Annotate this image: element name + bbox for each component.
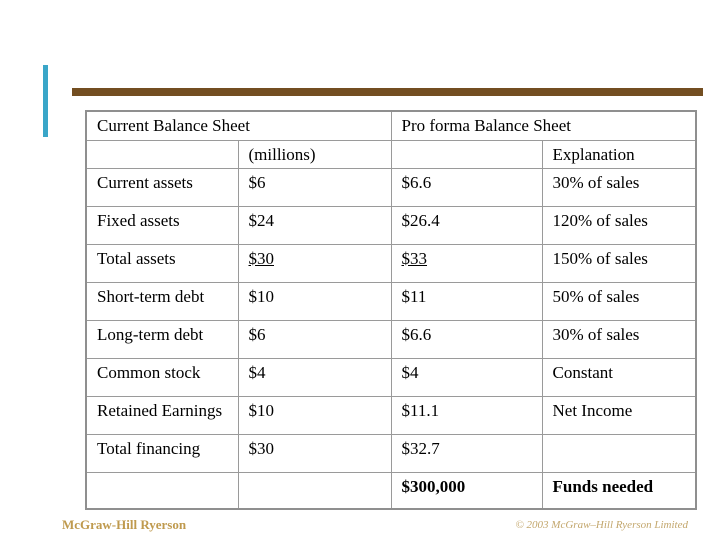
table-row-current-assets: Current assets $6 $6.6 30% of sales	[85, 167, 697, 207]
cell-explanation: 50% of sales	[541, 281, 697, 321]
cell-proforma-value: $32.7	[390, 433, 543, 473]
cell-current-value: $30	[237, 433, 392, 473]
cell-label: Current assets	[85, 167, 239, 207]
table-row-total-assets: Total assets $30 $33 150% of sales	[85, 243, 697, 283]
cell-label	[85, 471, 239, 510]
cell-explanation: Net Income	[541, 395, 697, 435]
cell-current-value: $4	[237, 357, 392, 397]
cell-label: Retained Earnings	[85, 395, 239, 435]
cell-proforma-value: $11	[390, 281, 543, 321]
table-row-funds-needed: $300,000 Funds needed	[85, 471, 697, 510]
table-row-common-stock: Common stock $4 $4 Constant	[85, 357, 697, 397]
cell-explanation: 120% of sales	[541, 205, 697, 245]
cell-current-value: $6	[237, 319, 392, 359]
cell-explanation: Funds needed	[541, 471, 697, 510]
cell-explanation: 30% of sales	[541, 167, 697, 207]
cell-label: Fixed assets	[85, 205, 239, 245]
table-row-retained-earnings: Retained Earnings $10 $11.1 Net Income	[85, 395, 697, 435]
cell-explanation: 30% of sales	[541, 319, 697, 359]
cell-current-value: $10	[237, 281, 392, 321]
footer-copyright: © 2003 McGraw–Hill Ryerson Limited	[515, 519, 688, 531]
cell-proforma-value: $300,000	[390, 471, 543, 510]
cell-current-value	[237, 471, 392, 510]
cell-proforma-value: $6.6	[390, 167, 543, 207]
table-row-short-term-debt: Short-term debt $10 $11 50% of sales	[85, 281, 697, 321]
cell-proforma-value: $6.6	[390, 319, 543, 359]
cell-proforma-value: $26.4	[390, 205, 543, 245]
cell-label: Total assets	[85, 243, 239, 283]
footer-brand: McGraw-Hill Ryerson	[62, 517, 187, 532]
table-row-fixed-assets: Fixed assets $24 $26.4 120% of sales	[85, 205, 697, 245]
cell-proforma-value: $4	[390, 357, 543, 397]
accent-horizontal-bar	[72, 88, 703, 96]
cell-label: Short-term debt	[85, 281, 239, 321]
balance-sheet-table: Current Balance Sheet Pro forma Balance …	[85, 110, 698, 510]
header-empty-cell	[390, 139, 543, 169]
cell-explanation	[541, 433, 697, 473]
cell-label: Total financing	[85, 433, 239, 473]
table-header-row-titles: Current Balance Sheet Pro forma Balance …	[85, 110, 697, 141]
cell-proforma-value: $11.1	[390, 395, 543, 435]
cell-label: Long-term debt	[85, 319, 239, 359]
cell-current-value: $24	[237, 205, 392, 245]
cell-explanation: 150% of sales	[541, 243, 697, 283]
cell-proforma-value: $33	[390, 243, 543, 283]
accent-vertical-line	[43, 65, 48, 137]
cell-current-value: $30	[237, 243, 392, 283]
header-explanation-label: Explanation	[541, 139, 697, 169]
header-empty-cell	[85, 139, 239, 169]
header-current-balance-sheet: Current Balance Sheet	[85, 110, 392, 141]
table-row-total-financing: Total financing $30 $32.7	[85, 433, 697, 473]
cell-explanation: Constant	[541, 357, 697, 397]
cell-label: Common stock	[85, 357, 239, 397]
table-row-long-term-debt: Long-term debt $6 $6.6 30% of sales	[85, 319, 697, 359]
cell-current-value: $10	[237, 395, 392, 435]
cell-current-value: $6	[237, 167, 392, 207]
header-millions-label: (millions)	[237, 139, 392, 169]
table-header-row-sublabels: (millions) Explanation	[85, 139, 697, 169]
header-pro-forma-balance-sheet: Pro forma Balance Sheet	[390, 110, 697, 141]
